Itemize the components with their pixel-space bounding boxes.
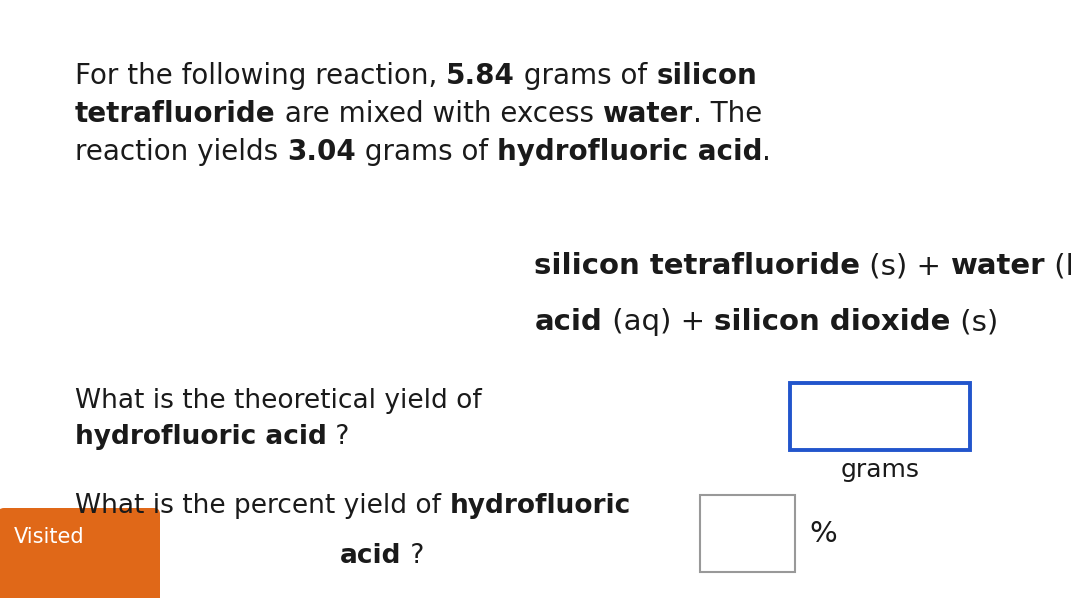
Text: Visited: Visited bbox=[14, 527, 85, 547]
FancyBboxPatch shape bbox=[0, 508, 160, 598]
Text: ?: ? bbox=[326, 424, 349, 450]
Text: hydrofluoric acid: hydrofluoric acid bbox=[497, 138, 763, 166]
Text: grams of: grams of bbox=[516, 62, 656, 90]
Text: silicon tetrafluoride: silicon tetrafluoride bbox=[535, 252, 860, 280]
Text: hydrofluoric: hydrofluoric bbox=[449, 493, 630, 519]
Text: 3.04: 3.04 bbox=[287, 138, 355, 166]
Text: For the following reaction,: For the following reaction, bbox=[75, 62, 447, 90]
Text: grams: grams bbox=[841, 458, 919, 482]
Text: tetrafluoride: tetrafluoride bbox=[75, 100, 276, 128]
Bar bbox=[790, 383, 970, 450]
Text: What is the theoretical yield of: What is the theoretical yield of bbox=[75, 388, 482, 414]
Text: (aq) +: (aq) + bbox=[603, 308, 714, 336]
Text: (l) —→: (l) —→ bbox=[1045, 252, 1074, 280]
Text: (s): (s) bbox=[950, 308, 998, 336]
Text: ?: ? bbox=[402, 543, 424, 569]
Text: water: water bbox=[950, 252, 1045, 280]
Text: are mixed with excess: are mixed with excess bbox=[276, 100, 603, 128]
Text: reaction yields: reaction yields bbox=[75, 138, 287, 166]
Text: %: % bbox=[809, 520, 837, 548]
Text: silicon: silicon bbox=[656, 62, 757, 90]
Text: water: water bbox=[603, 100, 693, 128]
Text: acid: acid bbox=[535, 308, 603, 336]
Text: .: . bbox=[763, 138, 771, 166]
Text: 5.84: 5.84 bbox=[447, 62, 516, 90]
Text: acid: acid bbox=[340, 543, 402, 569]
Text: silicon dioxide: silicon dioxide bbox=[714, 308, 950, 336]
Text: . The: . The bbox=[693, 100, 761, 128]
Text: (s) +: (s) + bbox=[860, 252, 950, 280]
Text: hydrofluoric acid: hydrofluoric acid bbox=[75, 424, 326, 450]
Bar bbox=[700, 495, 795, 572]
Text: What is the percent yield of: What is the percent yield of bbox=[75, 493, 449, 519]
Text: grams of: grams of bbox=[355, 138, 497, 166]
